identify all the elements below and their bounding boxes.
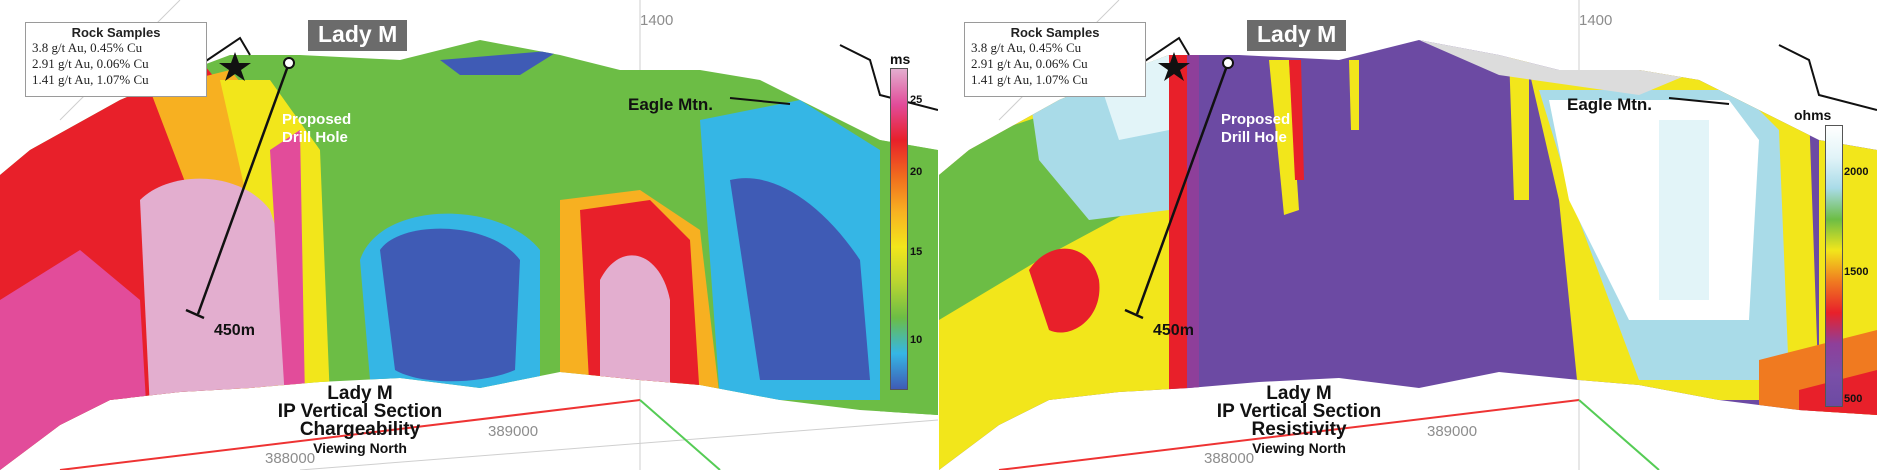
scale-tick: 10	[910, 334, 923, 346]
tick-label-x2: 389000	[1427, 423, 1478, 440]
scale-unit: ohms	[1794, 107, 1832, 123]
resistivity-color-scale	[1825, 125, 1843, 407]
scale-tick: 2000	[1844, 166, 1869, 178]
site-name-label: Lady M	[1247, 20, 1347, 51]
tick-label-top: 1400	[640, 12, 674, 29]
drill-depth-label: 450m	[1153, 322, 1194, 339]
drill-hole-line	[1135, 62, 1230, 315]
section-title-line1: Lady M	[1266, 383, 1332, 404]
drill-hole-label-line1: Proposed	[1221, 111, 1291, 128]
site-name-label: Lady M	[308, 20, 408, 51]
chargeability-panel: 1400 388000 389000 Rock Samples 3.8 g/t …	[0, 0, 938, 470]
drill-hole-label-line2: Drill Hole	[1221, 129, 1287, 146]
tick-label-x1: 388000	[265, 450, 316, 467]
rock-sample-row: 3.8 g/t Au, 0.45% Cu	[32, 40, 143, 55]
mountain-label: Eagle Mtn.	[1567, 95, 1653, 114]
rock-sample-row: 2.91 g/t Au, 0.06% Cu	[32, 56, 149, 71]
drill-hole-label: Proposed Drill Hole	[1221, 111, 1290, 147]
scale-tick: 500	[1844, 393, 1863, 405]
section-title-line2: IP Vertical Section	[1216, 401, 1382, 422]
scale-tick: 15	[910, 246, 923, 258]
drill-hole-label: Proposed Drill Hole	[282, 111, 351, 147]
drill-hole-line	[196, 62, 291, 315]
section-title: Lady M IP Vertical Section Chargeability…	[255, 383, 465, 457]
drill-hole-label-line2: Drill Hole	[282, 129, 348, 146]
drill-hole-label-line1: Proposed	[282, 111, 352, 128]
rock-sample-row: 1.41 g/t Au, 1.07% Cu	[32, 72, 149, 87]
section-title-line3: Chargeability	[299, 419, 421, 440]
sample-star-icon	[219, 52, 251, 81]
rock-sample-row: 2.91 g/t Au, 0.06% Cu	[971, 56, 1088, 71]
section-title-line3: Resistivity	[1251, 419, 1347, 440]
scale-unit: ms	[890, 51, 911, 67]
rock-samples-box: Rock Samples 3.8 g/t Au, 0.45% Cu 2.91 g…	[964, 22, 1146, 97]
rock-sample-row: 1.41 g/t Au, 1.07% Cu	[971, 72, 1088, 87]
tick-label-top: 1400	[1579, 12, 1613, 29]
tick-label-x1: 388000	[1204, 450, 1255, 467]
chargeability-section-render	[0, 0, 938, 470]
section-title-line4: Viewing North	[1252, 440, 1346, 456]
rock-sample-row: 3.8 g/t Au, 0.45% Cu	[971, 40, 1082, 55]
rock-samples-box: Rock Samples 3.8 g/t Au, 0.45% Cu 2.91 g…	[25, 22, 207, 97]
section-title-line4: Viewing North	[313, 440, 407, 456]
scale-tick: 25	[910, 94, 923, 106]
section-title-line2: IP Vertical Section	[277, 401, 443, 422]
drill-collar-icon	[1222, 57, 1234, 69]
scale-tick: 20	[910, 166, 923, 178]
chargeability-color-scale	[890, 68, 908, 390]
drill-depth-label: 450m	[214, 322, 255, 339]
tick-label-x2: 389000	[488, 423, 539, 440]
scale-tick: 1500	[1844, 266, 1869, 278]
resistivity-panel: 1400 388000 389000 Rock Samples 3.8 g/t …	[939, 0, 1877, 470]
rock-samples-title: Rock Samples	[71, 25, 161, 40]
sample-star-icon	[1158, 52, 1190, 81]
drill-collar-icon	[283, 57, 295, 69]
section-title-line1: Lady M	[327, 383, 393, 404]
mountain-label: Eagle Mtn.	[628, 95, 714, 114]
section-title: Lady M IP Vertical Section Resistivity V…	[1194, 383, 1404, 457]
rock-samples-title: Rock Samples	[1010, 25, 1100, 40]
